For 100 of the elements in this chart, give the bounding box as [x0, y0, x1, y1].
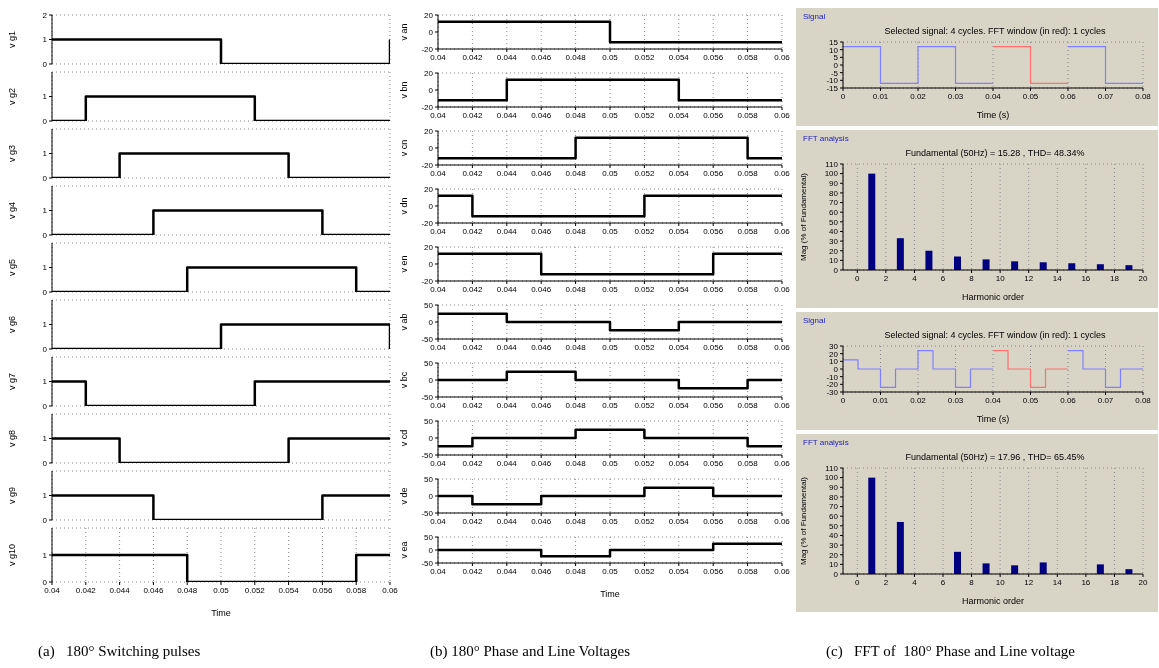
chart-subtitle: Signal: [802, 11, 827, 23]
x-tick-label: 0.05: [602, 342, 619, 352]
x-tick-label: 0.044: [496, 284, 518, 294]
bar: [896, 238, 904, 270]
x-tick-label: 10: [995, 577, 1006, 587]
x-tick-label: 0.05: [602, 400, 619, 410]
x-tick-label: 0.048: [565, 400, 587, 410]
bar: [982, 259, 990, 270]
y-tick-label: 60: [829, 512, 839, 522]
x-tick-label: 0.07: [1097, 395, 1114, 405]
x-tick-label: 0.052: [634, 284, 655, 294]
x-tick-label: 0.06: [1060, 395, 1077, 405]
x-tick-label: 0.058: [737, 342, 759, 352]
x-tick-label: 0: [855, 273, 861, 283]
x-tick-label: 0.05: [1022, 91, 1039, 101]
x-tick-label: 16: [1081, 577, 1091, 587]
y-tick-label: 0: [428, 545, 434, 555]
chart-subtitle: Signal: [802, 315, 827, 327]
x-tick-label: 0.042: [462, 168, 483, 178]
x-tick-label: 0.056: [703, 566, 724, 576]
y-axis-title: v g9: [7, 486, 18, 505]
x-tick-label: 0.058: [737, 110, 759, 120]
x-tick-label: 0.03: [947, 91, 964, 101]
x-tick-label: 12: [1024, 273, 1034, 283]
chart-title: Selected signal: 4 cycles. FFT window (in red): 1 cycles: [883, 329, 1107, 342]
x-tick-label: 0.052: [634, 400, 655, 410]
x-tick-label: 0.08: [1135, 91, 1152, 101]
x-tick-label: 0.046: [531, 458, 552, 468]
x-tick-label: 8: [969, 273, 975, 283]
y-tick-label: 10: [829, 357, 839, 367]
x-tick-label: 6: [940, 273, 946, 283]
y-tick-label: 0: [428, 433, 434, 443]
y-tick-label: 90: [829, 179, 839, 189]
y-tick-label: 50: [424, 474, 434, 484]
x-tick-label: 14: [1052, 577, 1063, 587]
x-tick-label: 0.05: [602, 458, 619, 468]
x-tick-label: 0.046: [531, 566, 552, 576]
y-axis-title: v ea: [399, 541, 410, 559]
y-tick-label: 80: [829, 188, 839, 198]
x-tick-label: 0.07: [1097, 91, 1114, 101]
y-tick-label: -15: [826, 83, 839, 93]
x-tick-label: 0.052: [634, 226, 655, 236]
y-axis-title: v bc: [399, 371, 410, 389]
y-tick-label: 110: [825, 159, 839, 169]
x-tick-label: 0.06: [774, 566, 791, 576]
x-tick-label: 0.042: [462, 110, 483, 120]
x-tick-label: 0.054: [668, 516, 690, 526]
x-tick-label: 0.046: [531, 516, 552, 526]
x-tick-label: 0.058: [737, 400, 759, 410]
x-tick-label: 0.042: [462, 516, 483, 526]
x-tick-label: 0.048: [565, 516, 587, 526]
x-tick-label: 0.046: [531, 168, 552, 178]
y-tick-label: 1: [42, 550, 48, 560]
x-tick-label: 0.056: [703, 458, 724, 468]
bar: [1039, 562, 1047, 574]
x-tick-label: 0.052: [634, 110, 655, 120]
x-tick-label: 0.044: [496, 566, 518, 576]
x-tick-label: 0.02: [910, 91, 927, 101]
y-axis-title: v g5: [7, 258, 18, 277]
y-tick-label: -50: [421, 392, 434, 402]
x-tick-label: 0.056: [703, 168, 724, 178]
y-tick-label: 1: [42, 149, 48, 159]
y-tick-label: 0: [428, 375, 434, 385]
x-tick-label: 0.044: [109, 585, 131, 595]
y-tick-label: 0: [428, 27, 434, 37]
x-tick-label: 0.054: [278, 585, 300, 595]
x-tick-label: 0.056: [703, 110, 724, 120]
y-tick-label: 1: [42, 491, 48, 501]
bar: [954, 551, 961, 574]
bar: [868, 477, 876, 574]
x-tick-label: 0.058: [737, 168, 759, 178]
y-tick-label: 0: [833, 265, 839, 275]
x-tick-label: 0.042: [462, 52, 483, 62]
x-tick-label: 6: [940, 577, 946, 587]
x-tick-label: 8: [969, 577, 975, 587]
y-tick-label: 1: [42, 320, 48, 330]
y-axis-title: v g10: [7, 543, 18, 567]
y-tick-label: 0: [428, 259, 434, 269]
x-tick-label: 0.048: [177, 585, 198, 595]
x-tick-label: 12: [1024, 577, 1034, 587]
y-tick-label: 15: [829, 37, 839, 47]
y-tick-label: 20: [424, 126, 434, 136]
y-axis-title: v ab: [399, 313, 410, 331]
x-tick-label: 0.03: [947, 395, 964, 405]
x-axis-title: Harmonic order: [961, 292, 1025, 302]
y-tick-label: 20: [829, 349, 839, 359]
y-tick-label: 0: [42, 59, 48, 69]
x-tick-label: 0.052: [634, 168, 655, 178]
x-tick-label: 0.04: [430, 516, 447, 526]
y-tick-label: 40: [829, 531, 839, 541]
x-tick-label: 0.04: [430, 110, 447, 120]
x-tick-label: 0.044: [496, 342, 518, 352]
y-axis-title: v en: [399, 255, 410, 273]
x-tick-label: 0.06: [774, 342, 791, 352]
y-tick-label: -20: [421, 160, 434, 170]
x-tick-label: 0.046: [143, 585, 164, 595]
x-tick-label: 20: [1138, 577, 1148, 587]
x-tick-label: 0.05: [602, 226, 619, 236]
x-tick-label: 0.046: [531, 342, 552, 352]
x-tick-label: 0.044: [496, 110, 518, 120]
